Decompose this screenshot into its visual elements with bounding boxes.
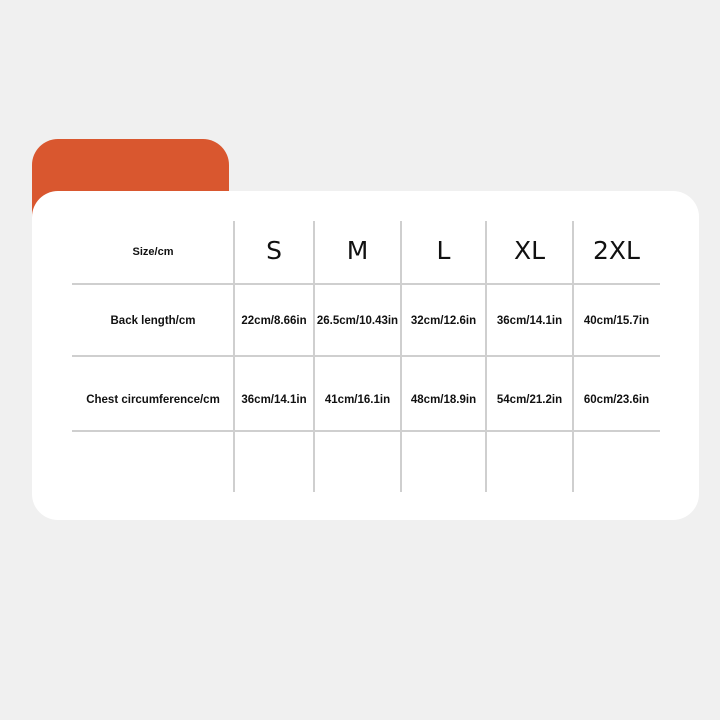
header-size-m: M [346, 235, 369, 265]
row-divider [72, 283, 660, 285]
column-divider [400, 221, 402, 492]
column-divider [233, 221, 235, 492]
column-divider [485, 221, 487, 492]
header-size-2xl: 2XL [593, 235, 640, 265]
table-cell: 22cm/8.66in [241, 315, 307, 327]
table-cell: 54cm/21.2in [496, 394, 563, 406]
column-divider [572, 221, 574, 492]
row-divider [72, 355, 660, 357]
column-divider [313, 221, 315, 492]
table-cell: 32cm/12.6in [410, 315, 477, 327]
table-cell: 40cm/15.7in [583, 315, 650, 327]
table-cell: 36cm/14.1in [241, 394, 307, 406]
row-label-back-length: Back length/cm [110, 315, 196, 327]
table-cell: 41cm/16.1in [324, 394, 391, 406]
table-cell: 36cm/14.1in [496, 315, 563, 327]
table-cell: 48cm/18.9in [410, 394, 477, 406]
table-cell: 60cm/23.6in [583, 394, 650, 406]
row-divider [72, 430, 660, 432]
table-cell: 26.5cm/10.43in [316, 315, 399, 327]
header-size-s: S [266, 235, 282, 265]
header-size-xl: XL [513, 235, 546, 265]
header-size-l: L [436, 235, 451, 265]
header-size-label: Size/cm [132, 246, 174, 258]
row-label-chest-circumference: Chest circumference/cm [86, 394, 220, 406]
